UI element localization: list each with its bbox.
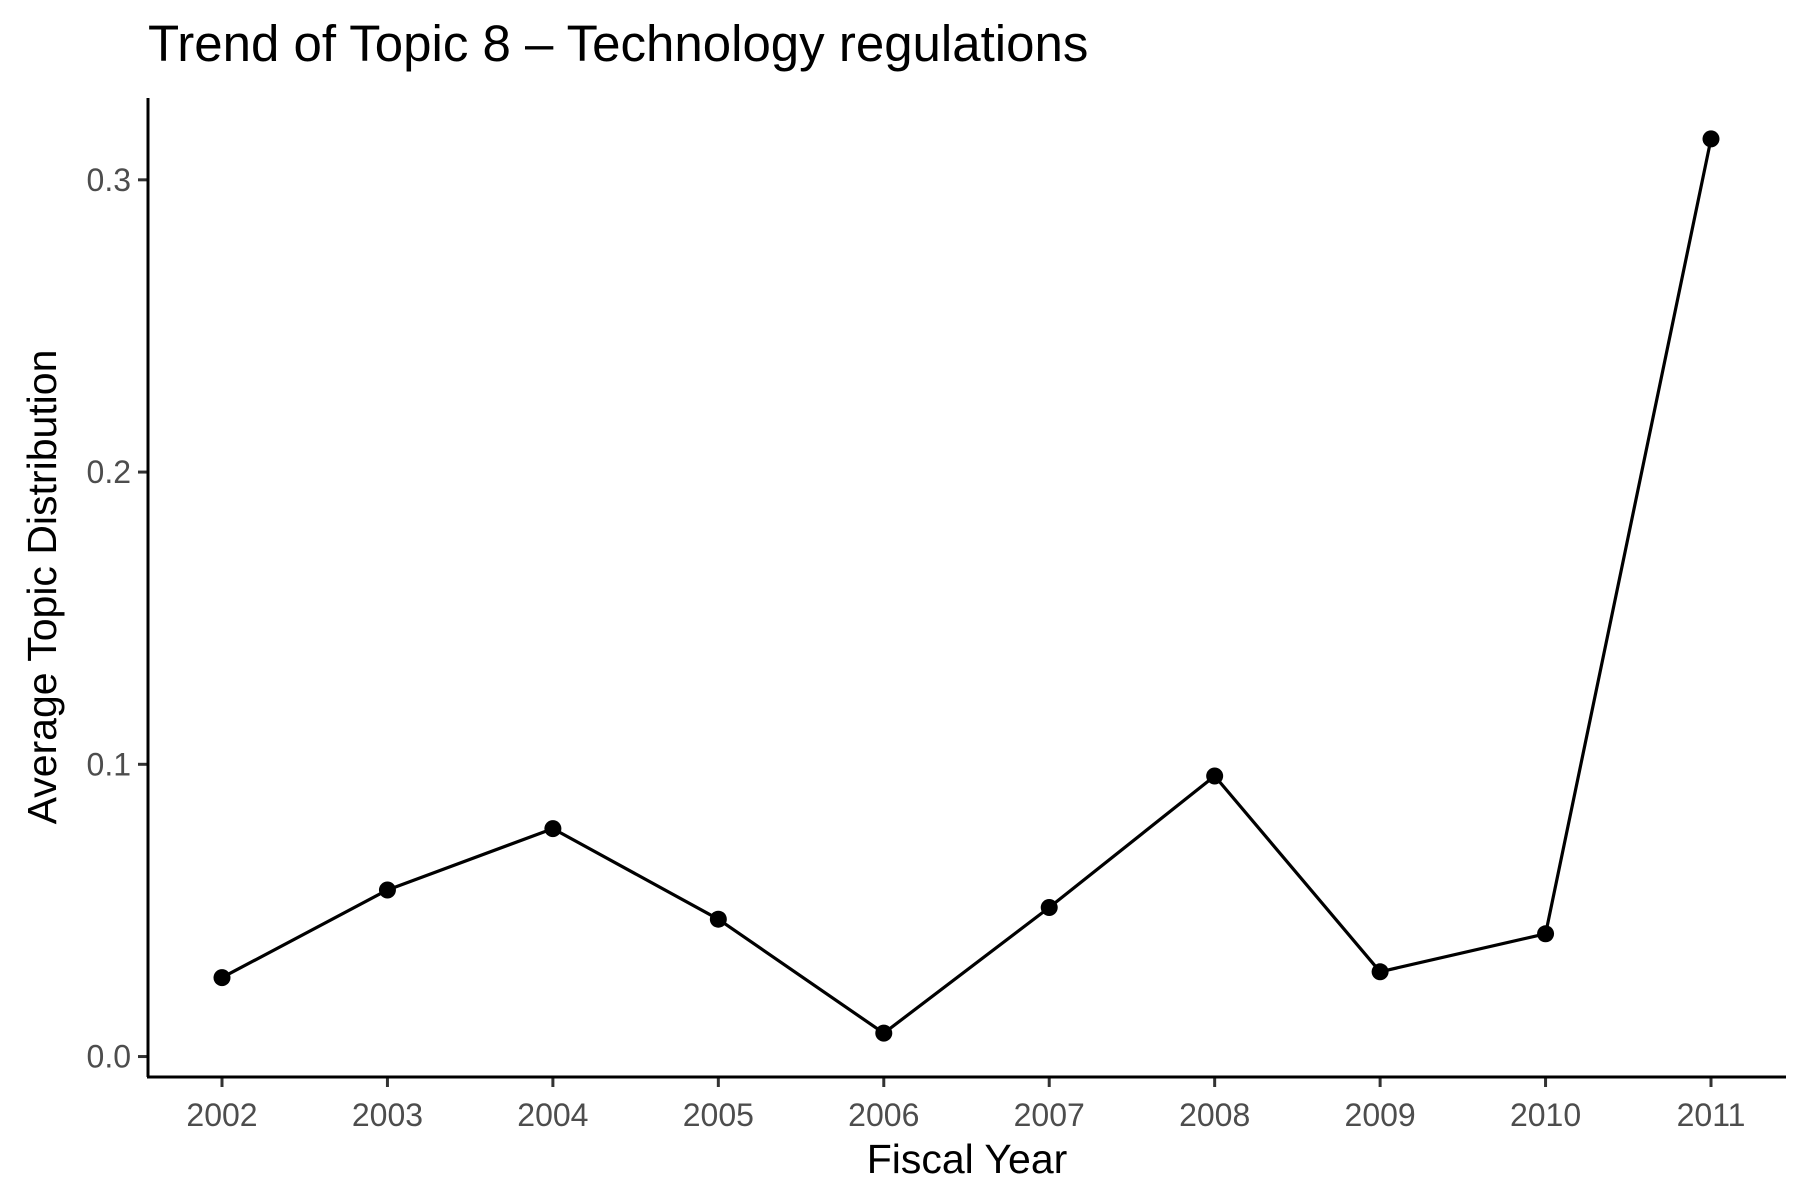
y-tick-label: 0.2 xyxy=(87,454,131,490)
x-tick-label: 2011 xyxy=(1677,1097,1746,1133)
data-point-2010 xyxy=(1537,925,1555,943)
data-point-2006 xyxy=(875,1024,893,1042)
data-point-2008 xyxy=(1206,767,1224,785)
x-tick-label: 2007 xyxy=(1014,1097,1085,1133)
data-point-2009 xyxy=(1371,963,1389,981)
data-point-2003 xyxy=(378,881,396,899)
data-point-2004 xyxy=(544,820,562,838)
y-tick-label: 0.1 xyxy=(87,746,131,782)
y-axis-ticks: 0.0 0.1 0.2 0.3 xyxy=(87,162,148,1075)
series-group xyxy=(213,130,1720,1042)
y-tick-label: 0.3 xyxy=(87,162,131,198)
x-tick-label: 2009 xyxy=(1345,1097,1416,1133)
x-tick-label: 2010 xyxy=(1510,1097,1581,1133)
data-point-2007 xyxy=(1040,899,1058,917)
x-tick-label: 2002 xyxy=(186,1097,257,1133)
x-tick-label: 2003 xyxy=(352,1097,423,1133)
x-tick-label: 2004 xyxy=(517,1097,588,1133)
data-point-2002 xyxy=(213,969,231,987)
x-tick-label: 2008 xyxy=(1179,1097,1250,1133)
y-axis-title: Average Topic Distribution xyxy=(19,350,65,825)
y-tick-label: 0.0 xyxy=(87,1039,131,1075)
data-point-2011 xyxy=(1702,130,1720,148)
x-tick-label: 2006 xyxy=(848,1097,919,1133)
data-point-2005 xyxy=(709,910,727,928)
x-axis-title: Fiscal Year xyxy=(867,1136,1068,1182)
chart-title: Trend of Topic 8 – Technology regulation… xyxy=(148,15,1089,72)
x-tick-label: 2005 xyxy=(683,1097,754,1133)
series-line xyxy=(221,138,1713,1035)
x-axis-ticks: 2002 2003 2004 2005 2006 2007 2008 2009 2010 2011 xyxy=(186,1077,1745,1133)
